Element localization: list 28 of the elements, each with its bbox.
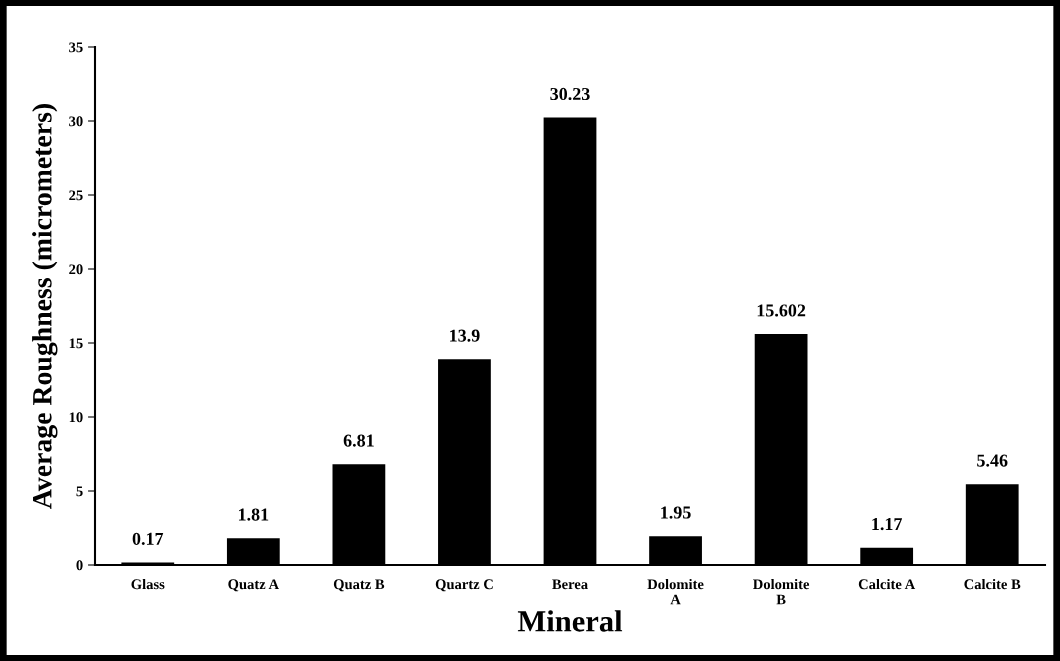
x-axis-title: Mineral (517, 610, 623, 632)
data-label: 6.81 (343, 434, 374, 447)
y-tick-label: 15 (69, 338, 83, 349)
x-tick-label: Glass (131, 578, 165, 590)
y-tick-label: 0 (76, 560, 83, 571)
x-tick-label: Dolomite B (753, 578, 810, 605)
y-tick-label: 30 (69, 116, 83, 127)
x-tick-label: Berea (552, 579, 588, 590)
y-tick-label: 35 (69, 42, 83, 53)
data-label: 13.9 (450, 329, 480, 342)
data-label: 30.23 (550, 87, 590, 101)
x-tick-label: Quartz C (435, 579, 493, 592)
data-label: 1.81 (238, 508, 269, 521)
data-label: 15.602 (757, 304, 806, 317)
x-tick-label: Calcite B (964, 578, 1021, 590)
y-tick-label: 20 (69, 264, 83, 275)
x-tick-label: Quatz B (333, 579, 385, 592)
x-tick-label: Quatz A (228, 579, 279, 592)
data-label: 1.95 (661, 506, 691, 519)
y-tick-label: 25 (69, 190, 83, 201)
data-label: 5.46 (977, 454, 1008, 467)
data-label: 0.17 (132, 532, 164, 546)
y-axis-title: Average Roughness (micrometers) (32, 104, 58, 509)
x-tick-label: Calcite A (858, 578, 916, 590)
data-label: 1.17 (872, 518, 903, 531)
y-tick-label: 10 (69, 412, 83, 423)
y-tick-label: 5 (76, 486, 83, 497)
x-tick-label: Dolomite A (647, 578, 704, 605)
